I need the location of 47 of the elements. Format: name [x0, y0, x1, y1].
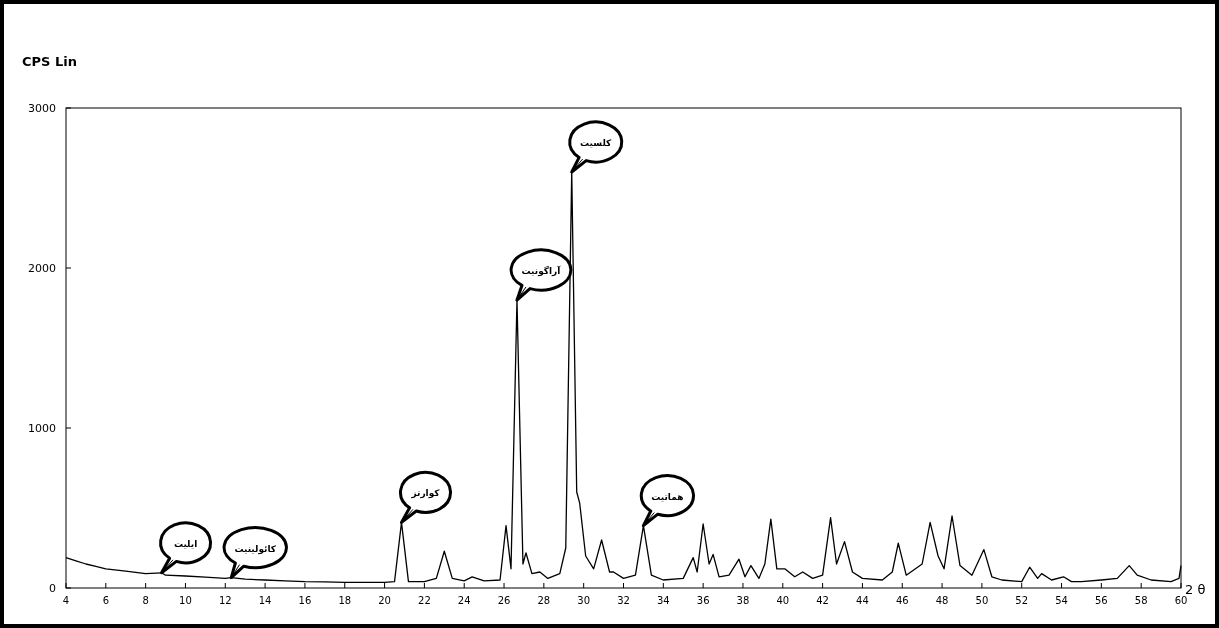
x-tick-label: 26 — [497, 595, 511, 606]
x-tick-label: 10 — [179, 595, 192, 606]
x-tick-label: 38 — [736, 595, 750, 606]
x-tick-label: 30 — [577, 595, 591, 606]
callout: آراگونیت — [509, 248, 573, 302]
x-tick-label: 4 — [62, 595, 70, 606]
x-tick-label: 12 — [218, 595, 232, 606]
x-tick-label: 22 — [418, 595, 431, 606]
x-tick-label: 14 — [258, 595, 272, 606]
callout: ایلیت — [159, 521, 213, 575]
annotation: کلسیت — [580, 138, 613, 148]
x-tick-label: 8 — [142, 595, 149, 606]
x-tick-label: 18 — [338, 595, 352, 606]
x-tick-label: 44 — [856, 595, 869, 606]
x-axis-title: 2 θ — [1185, 582, 1206, 597]
annotation: آراگونیت — [521, 265, 562, 277]
callout: هماتیت — [639, 474, 696, 528]
y-axis-title: CPS Lin — [22, 54, 77, 69]
x-tick-label: 56 — [1094, 595, 1108, 606]
y-tick-label: 1000 — [28, 422, 56, 435]
x-tick-label: 36 — [696, 595, 710, 606]
x-tick-label: 6 — [102, 595, 110, 606]
y-tick-label: 0 — [49, 582, 56, 595]
x-tick-label: 46 — [895, 595, 909, 606]
x-tick-label: 24 — [457, 595, 471, 606]
x-tick-label: 32 — [617, 595, 630, 606]
x-tick-label: 58 — [1134, 595, 1148, 606]
x-tick-label: 28 — [537, 595, 551, 606]
x-tick-label: 40 — [776, 595, 790, 606]
x-tick-label: 52 — [1015, 595, 1029, 606]
y-tick-label: 3000 — [28, 102, 56, 115]
x-tick-label: 20 — [378, 595, 391, 606]
callout: کوارتز — [399, 470, 452, 524]
y-tick-label: 2000 — [28, 262, 56, 275]
x-tick-label: 48 — [935, 595, 949, 606]
annotation: کائولینیت — [234, 543, 277, 555]
x-tick-label: 60 — [1174, 595, 1188, 606]
x-tick-label: 16 — [298, 595, 312, 606]
annotation: کوارتز — [410, 488, 441, 500]
x-tick-label: 50 — [975, 595, 989, 606]
callout: کلسیت — [568, 120, 624, 174]
annotation: هماتیت — [651, 491, 684, 502]
callout: کائولینیت — [222, 526, 288, 580]
x-tick-label: 34 — [656, 595, 670, 606]
annotation: ایلیت — [173, 538, 198, 549]
x-tick-label: 54 — [1055, 595, 1068, 606]
x-tick-label: 42 — [816, 595, 829, 606]
